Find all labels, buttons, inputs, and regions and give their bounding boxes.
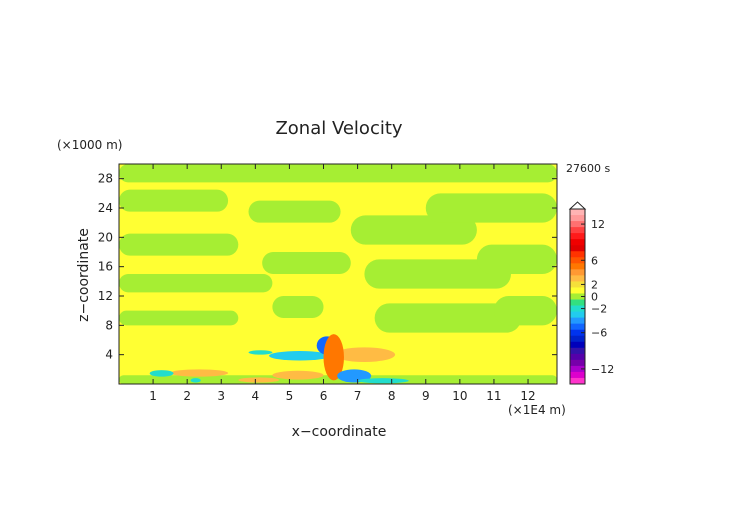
colorbar-level xyxy=(570,233,585,240)
field-blob-17 xyxy=(248,350,273,355)
field-band-2 xyxy=(119,233,239,256)
field-blob-22 xyxy=(238,377,280,383)
field-band-11 xyxy=(425,193,557,223)
chart-title: Zonal Velocity xyxy=(275,118,402,139)
field-band-0 xyxy=(119,164,557,183)
x-tick-label: 3 xyxy=(217,389,225,403)
y-axis: 4 8 12 16 20 24 28 xyxy=(98,172,557,362)
colorbar-level xyxy=(570,257,585,264)
colorbar-level xyxy=(570,245,585,252)
field-blob-26 xyxy=(190,378,201,383)
field-band-10 xyxy=(374,303,522,333)
colorbar-tick-label: −2 xyxy=(591,303,607,316)
colorbar-level xyxy=(570,281,585,288)
colorbar-tick-label: −12 xyxy=(591,363,614,376)
colorbar-tick-label: 12 xyxy=(591,218,605,231)
x-tick-label: 2 xyxy=(183,389,191,403)
x-tick-label: 6 xyxy=(320,389,328,403)
colorbar-level xyxy=(570,215,585,222)
field-band-14 xyxy=(119,375,557,384)
y-tick-label: 12 xyxy=(98,289,113,303)
colorbar-level xyxy=(570,275,585,282)
field-band-3 xyxy=(119,274,273,293)
field-band-5 xyxy=(248,200,341,223)
y-unit-label: (×1000 m) xyxy=(57,138,122,152)
y-tick-label: 16 xyxy=(98,260,113,274)
colorbar-level xyxy=(570,365,585,373)
field-blob-20 xyxy=(272,370,324,380)
x-tick-label: 10 xyxy=(452,389,467,403)
x-tick-label: 4 xyxy=(252,389,260,403)
colorbar-level xyxy=(570,359,585,367)
field-band-1 xyxy=(119,189,229,212)
colorbar-level xyxy=(570,239,585,246)
field-blob-15 xyxy=(268,351,331,361)
colorbar-level xyxy=(570,305,585,312)
x-unit-label: (×1E4 m) xyxy=(508,403,566,417)
colorbar-level xyxy=(570,323,585,331)
time-label: 27600 s xyxy=(566,162,610,175)
field-band-12 xyxy=(476,244,557,274)
colorbar-level xyxy=(570,329,585,337)
colorbar-tick-label: −6 xyxy=(591,327,607,340)
x-axis-label: x−coordinate xyxy=(292,424,387,440)
field-blob-18 xyxy=(333,347,396,362)
colorbar-level xyxy=(570,227,585,234)
x-tick-label: 5 xyxy=(286,389,294,403)
field-band-9 xyxy=(364,259,511,289)
x-axis: 1 2 3 4 5 6 7 8 9 10 11 12 xyxy=(149,164,536,403)
field-blob-19 xyxy=(323,334,344,381)
field-blob-25 xyxy=(149,370,174,377)
colorbar-level xyxy=(570,371,585,379)
colorbar-level xyxy=(570,251,585,258)
x-tick-label: 12 xyxy=(520,389,535,403)
plot-area xyxy=(119,164,557,384)
colorbar-level xyxy=(570,377,585,385)
x-tick-label: 11 xyxy=(486,389,501,403)
y-axis-label: z−coordinate xyxy=(76,228,92,322)
y-tick-label: 4 xyxy=(105,348,113,362)
colorbar-level xyxy=(570,209,585,216)
colorbar-level xyxy=(570,317,585,325)
field-band-7 xyxy=(272,296,324,318)
colorbar-level xyxy=(570,269,585,276)
x-tick-label: 9 xyxy=(422,389,430,403)
y-tick-label: 8 xyxy=(105,318,113,332)
colorbar-level xyxy=(570,287,585,294)
field-band-13 xyxy=(493,296,557,326)
colorbar: 12 6 20−2 −6 −12 xyxy=(568,201,614,385)
y-tick-label: 24 xyxy=(98,201,113,215)
x-tick-label: 8 xyxy=(388,389,396,403)
colorbar-level xyxy=(570,335,585,343)
colorbar-tick-label: 2 xyxy=(591,278,598,291)
plot-frame xyxy=(118,163,558,385)
y-tick-label: 20 xyxy=(98,230,113,244)
colorbar-level xyxy=(570,311,585,319)
colorbar-level xyxy=(570,293,585,300)
colorbar-level xyxy=(570,347,585,355)
field-band-6 xyxy=(262,252,351,274)
field-band-4 xyxy=(119,310,239,326)
colorbar-arrow xyxy=(568,201,587,210)
colorbar-level xyxy=(570,341,585,349)
colorbar-level xyxy=(570,299,585,306)
colorbar-tick-label: 6 xyxy=(591,254,598,267)
field-blob-24 xyxy=(357,378,409,384)
colorbar-tick-label: 0 xyxy=(591,291,598,304)
x-tick-label: 1 xyxy=(149,389,157,403)
y-tick-label: 28 xyxy=(98,172,113,186)
colorbar-level xyxy=(570,221,585,228)
x-tick-label: 7 xyxy=(354,389,362,403)
colorbar-level xyxy=(570,353,585,361)
colorbar-level xyxy=(570,263,585,270)
field-blob-21 xyxy=(170,369,229,377)
